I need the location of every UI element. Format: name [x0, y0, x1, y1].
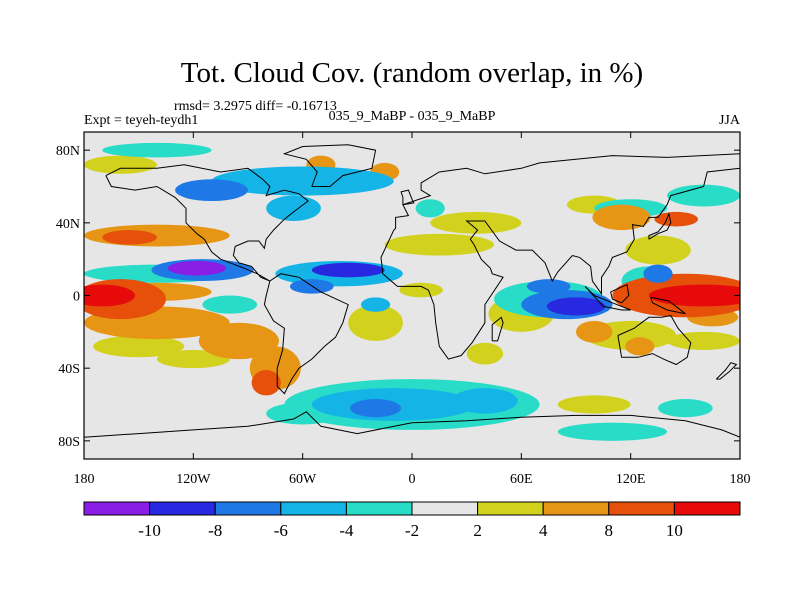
colorbar-bin — [411, 501, 479, 516]
colorbar-label: -4 — [339, 521, 354, 540]
coastline — [617, 314, 692, 366]
colorbar-bin — [149, 501, 216, 516]
anomaly-region — [156, 350, 230, 369]
colorbar-label: 4 — [539, 521, 548, 540]
season-label: JJA — [719, 113, 741, 128]
anomaly-region — [576, 320, 613, 343]
coastline — [648, 212, 672, 240]
coastline — [491, 316, 504, 342]
anomaly-region — [592, 204, 651, 231]
coastline — [400, 189, 415, 206]
coastline — [380, 153, 740, 360]
colorbar-bin — [214, 501, 282, 516]
coastline — [263, 273, 349, 395]
colorbar-bin — [83, 501, 151, 516]
anomaly-region — [266, 195, 321, 222]
colorbar-bin — [345, 501, 413, 516]
colorbar-label: 8 — [605, 521, 614, 540]
anomaly-region — [198, 322, 279, 360]
anomaly-region — [643, 264, 673, 283]
colorbar-label: -2 — [405, 521, 419, 540]
anomaly-region — [167, 260, 227, 276]
y-tick-label: 0 — [73, 290, 80, 305]
anomaly-region — [526, 279, 571, 294]
anomaly-region — [93, 335, 185, 358]
anomaly-region — [648, 284, 740, 307]
y-tick-label: 80S — [58, 435, 80, 450]
x-tick-label: 60W — [289, 472, 317, 487]
axis-ticks: 180 120W 60W 0 60E 120E 180 80N 40N 0 40S 80S — [56, 132, 751, 487]
colorbar-label: 2 — [473, 521, 482, 540]
x-tick-label: 120E — [616, 472, 646, 487]
colorbar-bin — [477, 501, 544, 516]
anomaly-region — [399, 282, 443, 298]
period-label: 035_9_MaBP - 035_9_MaBP — [329, 109, 496, 124]
coastline — [84, 411, 740, 438]
x-tick-label: 0 — [409, 472, 416, 487]
anomaly-region — [251, 369, 281, 396]
colorbar-bin — [280, 501, 347, 516]
anomaly-region — [430, 211, 522, 234]
x-tick-label: 180 — [74, 472, 95, 487]
colorbar-label: -8 — [208, 521, 222, 540]
coastlines — [84, 144, 740, 438]
anomaly-region — [557, 395, 631, 414]
coastline — [105, 164, 309, 282]
y-tick-label: 40N — [56, 217, 80, 232]
x-tick-label: 120W — [176, 472, 211, 487]
coastline — [282, 144, 377, 187]
anomaly-region — [84, 284, 136, 307]
coastline — [610, 283, 630, 304]
anomaly-region — [415, 199, 445, 218]
colorbar-bin — [608, 501, 675, 516]
colorbar-bin — [673, 501, 741, 516]
colorbar-bin — [542, 501, 610, 516]
anomaly-region — [202, 295, 258, 314]
anomaly-region — [360, 297, 391, 312]
coastline — [650, 296, 686, 315]
x-tick-label: 180 — [730, 472, 751, 487]
experiment-label: Expt = teyeh-teydh1 — [84, 113, 198, 128]
anomaly-region — [175, 179, 248, 202]
x-tick-label: 60E — [510, 472, 533, 487]
anomaly-region — [311, 262, 385, 278]
anomaly-region — [466, 342, 504, 365]
anomaly-region — [667, 331, 740, 350]
anomaly-region — [625, 337, 655, 356]
colorbar-label: 10 — [666, 521, 683, 540]
anomaly-region — [557, 422, 668, 441]
colorbar: -10 -8 -6 -4 -2 2 4 8 10 — [83, 501, 741, 540]
anomaly-region — [84, 155, 157, 174]
colorbar-label: -6 — [274, 521, 288, 540]
anomaly-region — [658, 399, 713, 418]
anomaly-region — [625, 235, 691, 265]
y-tick-label: 80N — [56, 144, 80, 159]
anomaly-region — [102, 230, 157, 245]
anomaly-region — [667, 184, 740, 207]
colorbar-label: -10 — [138, 521, 161, 540]
y-tick-label: 40S — [58, 362, 80, 377]
anomaly-region — [384, 233, 495, 256]
anomaly-region — [102, 142, 212, 158]
coastline — [715, 362, 738, 380]
stats-line: rmsd= 3.2975 diff= -0.16713 — [174, 99, 337, 114]
coastline — [584, 286, 631, 311]
anomaly-region — [452, 388, 518, 414]
anomaly-region — [350, 399, 402, 418]
anomaly-region — [546, 297, 606, 316]
chart-title: Tot. Cloud Cov. (random overlap, in %) — [181, 57, 643, 89]
anomaly-region — [348, 304, 403, 341]
